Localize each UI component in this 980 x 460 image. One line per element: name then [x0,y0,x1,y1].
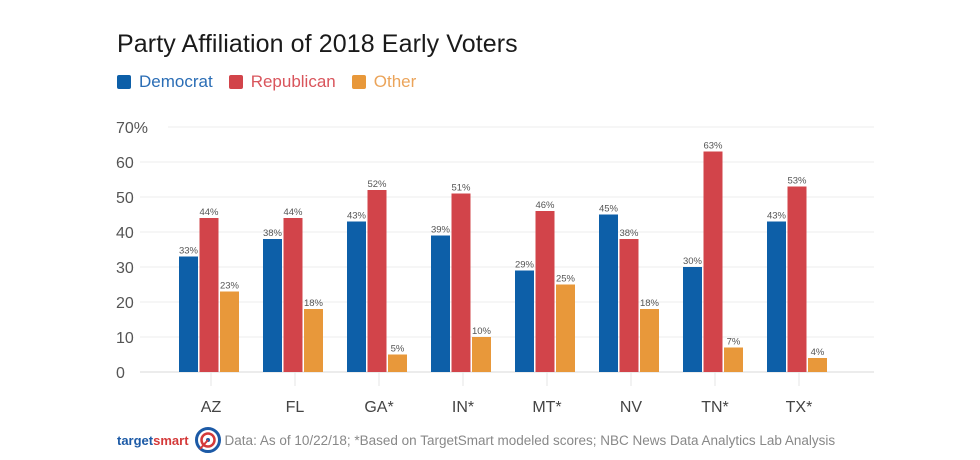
x-tick-label: NV [620,399,643,416]
bar-democrat [767,221,786,372]
value-label: 43% [767,211,787,222]
value-label: 38% [263,228,283,239]
value-label: 44% [199,207,219,218]
value-label: 18% [640,298,660,309]
bar-other [472,337,491,372]
x-tick-label: IN* [452,399,474,416]
value-label: 43% [347,211,367,222]
targetsmart-wordmark: targetsmart [117,432,189,448]
value-labels: 33%44%23%38%44%18%43%52%5%39%51%10%29%46… [179,141,825,359]
bar-democrat [347,221,366,372]
x-tick-label: MT* [532,399,561,416]
legend-item-other: Other [351,72,417,92]
bar-democrat [431,235,450,372]
legend-swatch-republican [228,75,243,89]
value-label: 18% [304,298,324,309]
value-label: 33% [179,246,199,257]
value-label: 23% [220,281,240,292]
value-label: 25% [556,274,576,285]
x-tick-label: GA* [364,399,393,416]
bar-democrat [179,256,198,372]
bar-other [556,284,575,372]
y-tick-label: 0 [116,365,125,382]
legend-item-democrat: Democrat [117,72,213,92]
value-label: 4% [811,347,825,358]
bar-other [724,347,743,372]
bar-other [220,291,239,372]
value-label: 30% [683,256,703,267]
legend-label-democrat: Democrat [139,72,213,91]
x-tick-label: TX* [786,399,813,416]
y-tick-label: 70% [116,120,148,137]
y-axis-ticks: 0 10 20 30 40 50 60 70% [116,120,148,382]
target-bullseye-icon [194,427,221,453]
y-tick-label: 30 [116,260,134,277]
x-tick-label: AZ [201,399,222,416]
bar-democrat [683,267,702,372]
bar-democrat [599,214,618,372]
chart-footer: targetsmart Data: As of 10/22/18; *Based… [117,427,835,453]
legend-swatch-other [351,75,366,89]
value-label: 7% [727,337,741,348]
y-tick-label: 40 [116,225,134,242]
chart-legend: Democrat Republican Other [117,72,416,92]
value-label: 52% [367,179,387,190]
value-label: 63% [703,141,723,152]
legend-label-other: Other [373,72,417,91]
bar-democrat [515,270,534,372]
bar-other [640,309,659,372]
bar-republican [535,211,555,372]
chart-title: Party Affiliation of 2018 Early Voters [117,30,518,58]
value-label: 53% [787,176,807,187]
bar-republican [283,218,303,372]
value-label: 51% [451,183,471,194]
bar-republican [199,218,219,372]
x-tick-label: TN* [701,399,729,416]
value-label: 46% [535,200,555,211]
x-tick-label: FL [286,399,305,416]
bar-republican [787,186,807,372]
legend-item-republican: Republican [228,72,336,92]
bar-republican [451,193,471,372]
bar-republican [703,151,723,372]
value-label: 44% [283,207,303,218]
source-note: Data: As of 10/22/18; *Based on TargetSm… [224,432,836,448]
y-tick-label: 50 [116,190,134,207]
value-label: 10% [472,326,492,337]
bar-other [304,309,323,372]
bars [179,151,827,372]
value-label: 39% [431,225,451,236]
value-label: 45% [599,204,619,215]
y-tick-label: 20 [116,295,134,312]
x-axis-ticks: AZ FL GA* IN* MT* NV TN* TX* [201,372,813,416]
legend-label-republican: Republican [250,72,336,91]
y-tick-label: 60 [116,155,134,172]
bar-other [808,358,827,372]
bar-democrat [263,239,282,372]
value-label: 5% [391,344,405,355]
value-label: 29% [515,260,535,271]
value-label: 38% [619,228,639,239]
legend-swatch-democrat [117,75,131,89]
gridlines [140,126,874,373]
bar-republican [619,239,639,372]
bar-republican [367,190,387,372]
bar-other [388,354,407,372]
y-tick-label: 10 [116,330,134,347]
